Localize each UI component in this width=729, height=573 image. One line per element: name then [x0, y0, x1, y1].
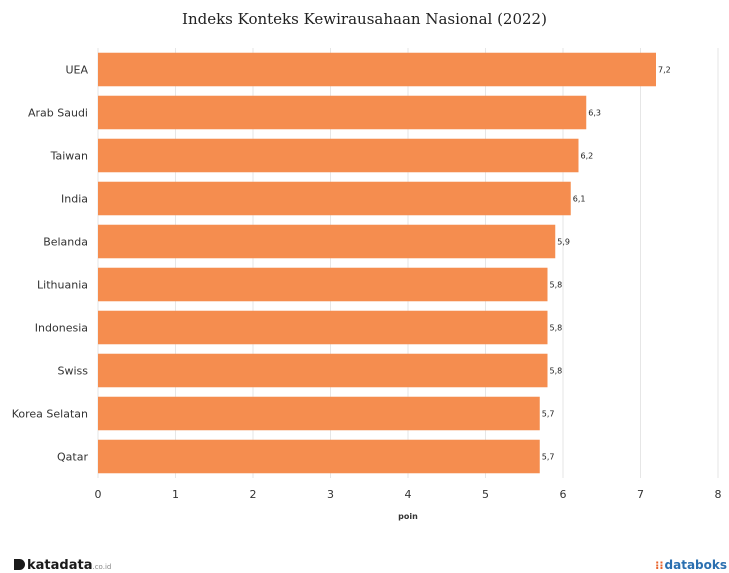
x-tick-label: 8: [715, 488, 722, 501]
bar: [98, 95, 587, 130]
x-tick-label: 4: [405, 488, 412, 501]
value-label: 5,7: [542, 453, 555, 462]
katadata-logo-text: katadata: [27, 558, 93, 573]
bar: [98, 224, 556, 259]
value-label: 5,7: [542, 410, 555, 419]
category-label: India: [61, 193, 88, 206]
category-label: Indonesia: [35, 322, 88, 335]
databoks-logo: ⁝⁝databoks: [655, 558, 727, 572]
category-label: Korea Selatan: [12, 408, 88, 421]
bar: [98, 138, 579, 173]
databoks-logo-icon: ⁝⁝: [655, 559, 664, 572]
x-tick-label: 0: [95, 488, 102, 501]
category-label: Qatar: [57, 451, 88, 464]
category-label: Taiwan: [50, 150, 88, 163]
bar: [98, 181, 571, 216]
value-labels: 7,2 6,3 6,2 6,1 5,9 5,8 5,8 5,8 5,7 5,7: [542, 66, 671, 462]
category-label: Belanda: [43, 236, 88, 249]
value-label: 7,2: [658, 66, 671, 75]
x-tick-label: 2: [250, 488, 257, 501]
bar: [98, 267, 548, 302]
category-labels: UEA Arab Saudi Taiwan India Belanda Lithuania…: [12, 64, 89, 464]
value-label: 5,8: [550, 367, 563, 376]
category-label: Lithuania: [37, 279, 88, 292]
x-axis-ticks: 0 1 2 3 4 5 6 7 8: [95, 488, 722, 501]
bars: [98, 52, 656, 474]
value-label: 5,8: [550, 324, 563, 333]
value-label: 5,8: [550, 281, 563, 290]
x-axis-title: poin: [398, 512, 418, 521]
katadata-logo: katadata.co.id: [14, 558, 111, 573]
value-label: 5,9: [557, 238, 570, 247]
bar-chart: UEA Arab Saudi Taiwan India Belanda Lithuania…: [12, 48, 722, 521]
x-tick-label: 1: [172, 488, 179, 501]
katadata-logo-icon: [14, 559, 25, 570]
bar: [98, 439, 540, 474]
x-tick-label: 6: [560, 488, 567, 501]
databoks-logo-text: databoks: [664, 558, 727, 572]
bar: [98, 52, 656, 87]
bar: [98, 396, 540, 431]
category-label: Arab Saudi: [28, 107, 88, 120]
x-tick-label: 5: [482, 488, 489, 501]
value-label: 6,3: [588, 109, 601, 118]
chart-title: Indeks Konteks Kewirausahaan Nasional (2…: [182, 10, 547, 28]
bar: [98, 353, 548, 388]
x-tick-label: 3: [327, 488, 334, 501]
value-label: 6,2: [581, 152, 594, 161]
category-label: Swiss: [58, 365, 89, 378]
x-tick-label: 7: [637, 488, 644, 501]
value-label: 6,1: [573, 195, 586, 204]
category-label: UEA: [65, 64, 88, 77]
bar: [98, 310, 548, 345]
katadata-logo-suffix: .co.id: [92, 563, 112, 571]
